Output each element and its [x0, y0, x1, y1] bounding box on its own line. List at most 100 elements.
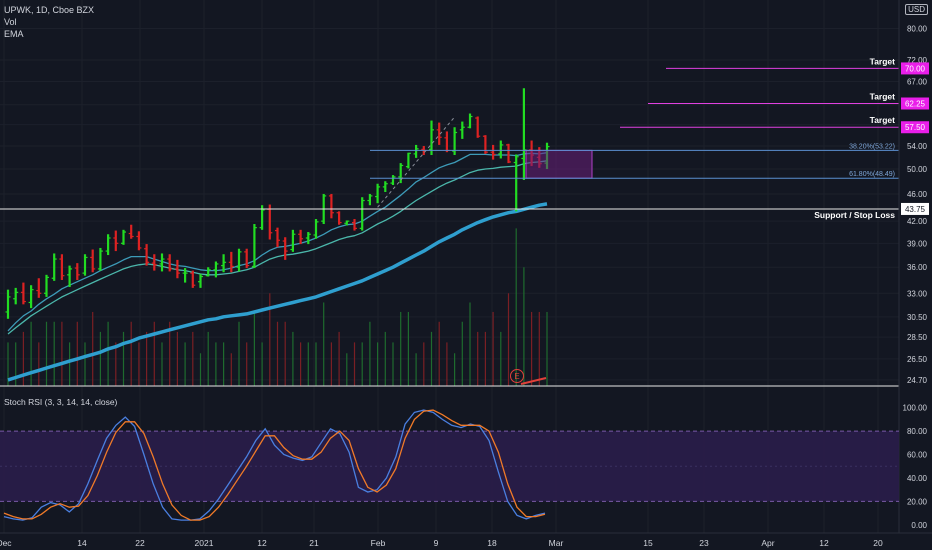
volume-bar	[199, 353, 202, 386]
candle	[113, 230, 119, 252]
candle	[513, 154, 519, 212]
target-price-tag-text: 70.00	[905, 64, 926, 73]
time-tick-label: 23	[699, 538, 709, 548]
candle	[167, 254, 173, 272]
stoch-rsi-d-line	[3, 409, 546, 521]
volume-bar	[415, 353, 417, 386]
candle	[13, 287, 19, 305]
fib-anchor-line	[377, 116, 455, 208]
volume-bar	[192, 331, 194, 386]
time-tick-label: Mar	[549, 538, 564, 548]
volume-bar	[230, 353, 232, 386]
price-tick-label: 80.00	[907, 24, 928, 33]
time-tick-label: 12	[257, 538, 267, 548]
volume-bar	[146, 331, 148, 386]
candle	[105, 234, 111, 256]
price-tick-label: 24.70	[907, 376, 928, 385]
ema-fast-line	[7, 152, 548, 332]
volume-bar	[446, 342, 448, 386]
stoch-rsi-tick-label: 60.00	[907, 451, 928, 460]
volume-bar	[330, 342, 332, 386]
volume-bar	[22, 331, 24, 386]
volume-indicator-label: Vol	[4, 17, 17, 27]
candle	[67, 265, 73, 287]
currency-badge[interactable]: USD	[905, 4, 928, 15]
time-tick-label: 15	[643, 538, 653, 548]
volume-bar	[531, 311, 533, 386]
volume-bar	[538, 311, 540, 386]
symbol-title: UPWK, 1D, Cboe BZX	[4, 5, 95, 15]
volume-bar	[92, 311, 94, 386]
target-price-tag-text: 57.50	[905, 123, 926, 132]
stoch-rsi-tick-label: 40.00	[907, 474, 928, 483]
candle	[275, 227, 280, 248]
volume-bar	[276, 321, 279, 386]
candle	[390, 175, 396, 185]
volume-bar	[138, 342, 140, 386]
target-price-tag	[901, 121, 929, 134]
target-label: Target	[870, 115, 896, 125]
volume-bar	[53, 321, 55, 386]
candle	[228, 251, 234, 273]
volume-bar	[500, 331, 502, 386]
volume-bar	[61, 321, 63, 386]
price-tick-label: 26.50	[907, 355, 928, 364]
candle	[429, 120, 434, 156]
volume-bar	[346, 353, 348, 386]
volume-bar	[246, 342, 248, 386]
candle	[82, 254, 88, 276]
candle	[59, 254, 65, 280]
volume-bar	[384, 331, 386, 386]
candle	[190, 270, 196, 288]
candle	[290, 229, 296, 252]
volume-bar	[238, 321, 240, 386]
support-price-tag-text: 43.75	[905, 205, 926, 214]
candle	[44, 274, 49, 297]
target-label: Target	[870, 92, 896, 102]
price-tick-label: 39.00	[907, 239, 928, 248]
time-tick-label: 14	[77, 538, 87, 548]
volume-bar	[400, 311, 402, 386]
volume-bar	[176, 331, 178, 386]
stoch-rsi-tick-label: 100.00	[903, 404, 928, 413]
candle	[5, 289, 11, 319]
candle	[74, 263, 80, 280]
candle	[382, 181, 388, 193]
target-price-tag-text: 62.25	[905, 100, 926, 109]
candle	[151, 254, 157, 271]
volume-bar	[292, 331, 294, 386]
time-tick-label: 2021	[195, 538, 214, 548]
support-label: Support / Stop Loss	[814, 210, 895, 220]
candle	[244, 248, 250, 269]
volume-bar	[215, 342, 217, 386]
candle	[159, 253, 165, 272]
price-tick-label: 33.00	[907, 289, 928, 298]
volume-bar	[69, 342, 71, 386]
candle	[205, 267, 211, 277]
candle	[121, 229, 126, 245]
candle	[398, 163, 404, 184]
stoch-rsi-title: Stoch RSI (3, 3, 14, 14, close)	[4, 397, 118, 407]
candle	[251, 224, 257, 269]
volume-bar	[300, 342, 302, 386]
candle	[467, 113, 473, 129]
volume-bar	[153, 321, 155, 386]
price-tick-label: 46.00	[907, 190, 928, 199]
price-tick-label: 42.00	[907, 217, 928, 226]
fib-level-label: 38.20%(53.22)	[849, 143, 895, 150]
volume-bar	[130, 321, 132, 386]
volume-bar	[492, 311, 494, 386]
volume-bar	[207, 331, 209, 386]
candle	[405, 152, 411, 169]
volume-bar	[438, 321, 440, 386]
target-price-tag	[901, 62, 929, 75]
volume-bar	[253, 311, 255, 386]
volume-bar	[323, 302, 325, 386]
price-tick-label: 36.00	[907, 263, 928, 272]
volume-bar	[523, 267, 525, 386]
volume-bar	[7, 342, 9, 386]
volume-bar	[507, 293, 510, 386]
retracement-zone	[525, 149, 593, 179]
volume-bar	[269, 293, 271, 386]
